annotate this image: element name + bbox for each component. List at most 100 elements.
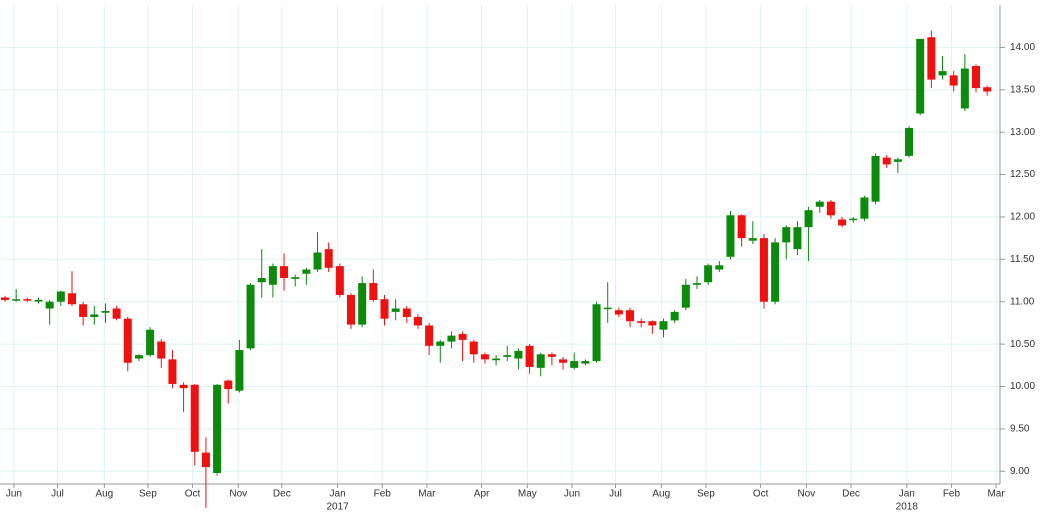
candle-body [67, 293, 76, 305]
x-tick-label: Dec [273, 489, 291, 500]
candle-body [570, 361, 579, 368]
candle-body [492, 358, 501, 361]
candle-body [826, 201, 835, 216]
x-tick-label: Sep [697, 489, 715, 500]
candle-body [112, 308, 121, 319]
y-tick-label: 13.00 [1010, 127, 1035, 138]
candle-body [335, 266, 344, 295]
candle-body [257, 277, 266, 283]
candle-body [134, 355, 143, 359]
y-tick-label: 10.50 [1010, 339, 1035, 350]
candle-body [681, 284, 690, 308]
candle-body [23, 299, 32, 301]
candle-body [436, 341, 445, 346]
candle-body [592, 304, 601, 362]
candle-body [101, 311, 110, 313]
candle-body [380, 299, 389, 319]
candle-body [726, 215, 735, 257]
candle-body [525, 345, 534, 368]
candle-body [927, 37, 936, 80]
candle-body [1, 297, 10, 301]
y-tick-label: 9.50 [1010, 424, 1030, 435]
candle-body [514, 350, 523, 359]
candle-body [838, 219, 847, 226]
x-tick-label: Aug [652, 489, 670, 500]
candle-body [960, 68, 969, 109]
candle-body [469, 341, 478, 355]
candle-body [358, 283, 367, 325]
candle-body [972, 66, 981, 89]
y-tick-label: 10.00 [1010, 381, 1035, 392]
candle-body [291, 277, 300, 279]
x-tick-label: Jul [609, 489, 622, 500]
x-tick-label: May [518, 489, 537, 500]
candle-body [235, 350, 244, 391]
candle-body [146, 329, 155, 356]
candle-body [213, 384, 222, 473]
candle-body [45, 301, 54, 309]
candle-body [949, 75, 958, 86]
candle-body [905, 127, 914, 156]
candle-body [893, 159, 902, 162]
candle-body [938, 71, 947, 76]
candle-body [447, 335, 456, 342]
candle-body [168, 359, 177, 384]
x-tick-label: Jun [564, 489, 580, 500]
candle-body [771, 242, 780, 302]
x-tick-label: Apr [474, 489, 490, 500]
x-tick-label: Jan [899, 489, 915, 500]
candle-body [190, 384, 199, 452]
y-tick-label: 11.50 [1010, 254, 1035, 265]
candle-body [916, 38, 925, 114]
candle-body [637, 321, 646, 323]
candle-body [882, 157, 891, 165]
candle-body [34, 300, 43, 302]
candle-body [369, 283, 378, 301]
candle-body [704, 265, 713, 283]
candle-body [12, 299, 21, 301]
candle-body [56, 291, 65, 302]
candle-body [123, 318, 132, 363]
candle-body [670, 311, 679, 321]
candle-body [860, 197, 869, 219]
candle-body [458, 333, 467, 340]
year-label: 2017 [326, 502, 349, 513]
x-tick-label: Sep [139, 489, 157, 500]
candle-body [402, 308, 411, 317]
candle-body [157, 341, 166, 359]
x-tick-label: Jul [51, 489, 64, 500]
x-tick-label: Oct [753, 489, 769, 500]
candle-body [603, 307, 612, 310]
candle-body [581, 361, 590, 364]
candle-body [692, 283, 701, 285]
x-tick-label: Oct [185, 489, 201, 500]
x-tick-label: Nov [797, 489, 815, 500]
candle-body [737, 215, 746, 239]
y-tick-label: 9.00 [1010, 466, 1030, 477]
x-tick-label: Mar [418, 489, 436, 500]
candle-body [201, 452, 210, 468]
candle-body [246, 284, 255, 349]
candle-body [559, 359, 568, 363]
candle-body [871, 155, 880, 202]
y-tick-label: 13.50 [1010, 84, 1035, 95]
candle-body [849, 218, 858, 221]
x-tick-label: Feb [374, 489, 392, 500]
candle-body [391, 308, 400, 312]
x-tick-label: Aug [95, 489, 113, 500]
candle-body [536, 354, 545, 368]
candle-body [793, 227, 802, 250]
candle-body [224, 380, 233, 390]
candle-body [759, 238, 768, 302]
candle-body [268, 266, 277, 285]
candle-body [503, 355, 512, 357]
candle-body [659, 321, 668, 330]
year-label: 2018 [896, 502, 919, 513]
x-tick-label: Nov [229, 489, 247, 500]
candle-body [782, 227, 791, 243]
x-tick-label: Mar [987, 489, 1005, 500]
candle-body [302, 269, 311, 274]
candle-body [815, 201, 824, 207]
y-tick-label: 12.00 [1010, 212, 1035, 223]
